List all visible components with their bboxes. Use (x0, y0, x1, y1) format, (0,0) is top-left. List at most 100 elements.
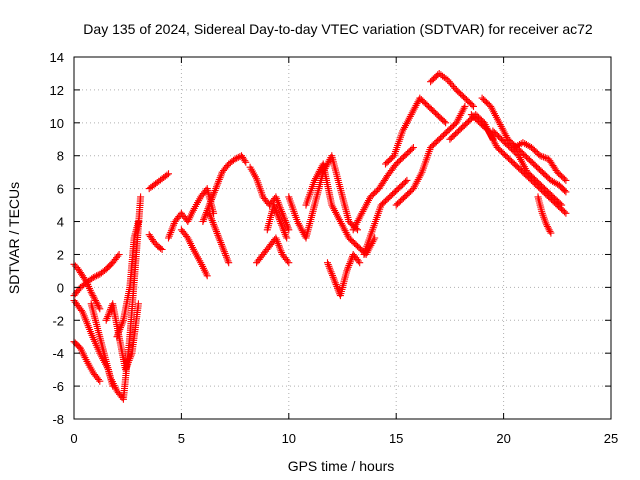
series-track-G (113, 218, 142, 341)
plus-marker (470, 102, 477, 110)
y-tick-label: 4 (57, 215, 64, 230)
y-tick-label: 2 (57, 247, 64, 262)
plus-marker (543, 223, 551, 230)
plus-marker (95, 303, 103, 311)
series-track-O (253, 234, 293, 267)
plus-marker (91, 273, 99, 281)
plus-marker (558, 201, 566, 209)
plus-marker (451, 84, 459, 92)
plus-marker (89, 274, 97, 281)
plus-marker (233, 154, 241, 162)
y-tick-label: 12 (50, 83, 64, 98)
plus-marker (89, 292, 97, 300)
plus-marker (408, 145, 416, 153)
plus-marker (562, 209, 570, 217)
plus-marker (448, 81, 456, 89)
series-track-D (70, 251, 123, 300)
y-tick-label: -6 (52, 379, 64, 394)
plus-marker (562, 188, 570, 196)
plus-marker (541, 154, 549, 162)
plus-marker (543, 221, 551, 229)
plus-marker (114, 252, 122, 260)
plus-marker (95, 376, 102, 383)
plus-marker (165, 170, 172, 178)
series-track-M (205, 209, 233, 267)
series-track-W (392, 102, 469, 209)
series-track-I (145, 170, 172, 193)
plus-marker (94, 302, 102, 309)
series-track-C (70, 338, 104, 385)
y-axis-label: SDTVAR / TECUs (6, 182, 22, 294)
y-tick-label: 10 (50, 116, 64, 131)
y-tick-label: -2 (52, 313, 64, 328)
plus-marker (231, 155, 239, 163)
y-tick-label: 8 (57, 149, 64, 164)
plus-marker (285, 259, 293, 267)
plus-marker (547, 229, 555, 237)
plus-marker (134, 218, 142, 225)
plot-frame (73, 56, 612, 420)
series-track-F (102, 300, 142, 374)
plus-marker (283, 234, 291, 242)
plus-marker (403, 176, 411, 184)
plus-marker (151, 239, 159, 247)
series-track-H (145, 231, 166, 253)
plus-marker (556, 200, 564, 208)
series-track-AC (510, 139, 570, 184)
series-track-U (360, 176, 411, 258)
series-track-N (246, 163, 293, 234)
plus-marker (540, 153, 548, 161)
plus-marker (442, 119, 450, 127)
plus-marker (561, 175, 568, 183)
series-track-E (87, 193, 145, 403)
plus-marker (91, 295, 99, 303)
x-tick-label: 0 (70, 431, 77, 446)
plus-marker (77, 306, 85, 314)
plus-marker (96, 305, 104, 313)
x-tick-label: 15 (389, 431, 403, 446)
plus-marker (223, 162, 231, 170)
plus-marker (241, 157, 249, 165)
plus-marker (561, 187, 569, 195)
plus-marker (561, 208, 568, 216)
plus-marker (536, 152, 544, 160)
plus-marker (440, 117, 448, 125)
plus-marker (115, 251, 123, 258)
series-track-V (382, 94, 450, 168)
plus-marker (75, 285, 83, 293)
data-points (70, 70, 570, 403)
plus-marker (71, 262, 79, 270)
axis-ticks (73, 56, 612, 420)
series-track-R (302, 160, 379, 258)
chart-title: Day 135 of 2024, Sidereal Day-to-day VTE… (83, 21, 593, 37)
plus-marker (409, 144, 417, 151)
plus-marker (157, 244, 165, 252)
plus-marker (90, 293, 98, 301)
y-tick-label: -4 (52, 346, 64, 361)
plus-marker (562, 176, 570, 184)
x-tick-label: 10 (282, 431, 296, 446)
series-track-AA (478, 94, 570, 196)
plus-marker (546, 227, 554, 235)
y-tick-label: -8 (52, 412, 64, 427)
plus-marker (163, 171, 171, 179)
plus-marker (87, 288, 95, 296)
plus-marker (354, 257, 362, 265)
plus-marker (203, 272, 211, 280)
plus-marker (96, 377, 104, 385)
y-tick-label: 14 (50, 50, 64, 65)
x-tick-labels: 0 5 10 15 20 25 (70, 431, 618, 446)
x-tick-label: 20 (496, 431, 510, 446)
y-tick-labels: -8 -6 -4 -2 0 2 4 6 8 10 12 14 (50, 50, 64, 427)
y-tick-label: 6 (57, 182, 64, 197)
plus-marker (93, 272, 101, 280)
y-tick-label: 0 (57, 280, 64, 295)
plus-marker (134, 300, 142, 308)
plus-marker (93, 300, 101, 308)
plus-marker (92, 297, 99, 304)
plus-marker (284, 257, 291, 265)
series-track-X (427, 70, 477, 110)
x-tick-label: 25 (604, 431, 618, 446)
plus-marker (225, 259, 233, 267)
